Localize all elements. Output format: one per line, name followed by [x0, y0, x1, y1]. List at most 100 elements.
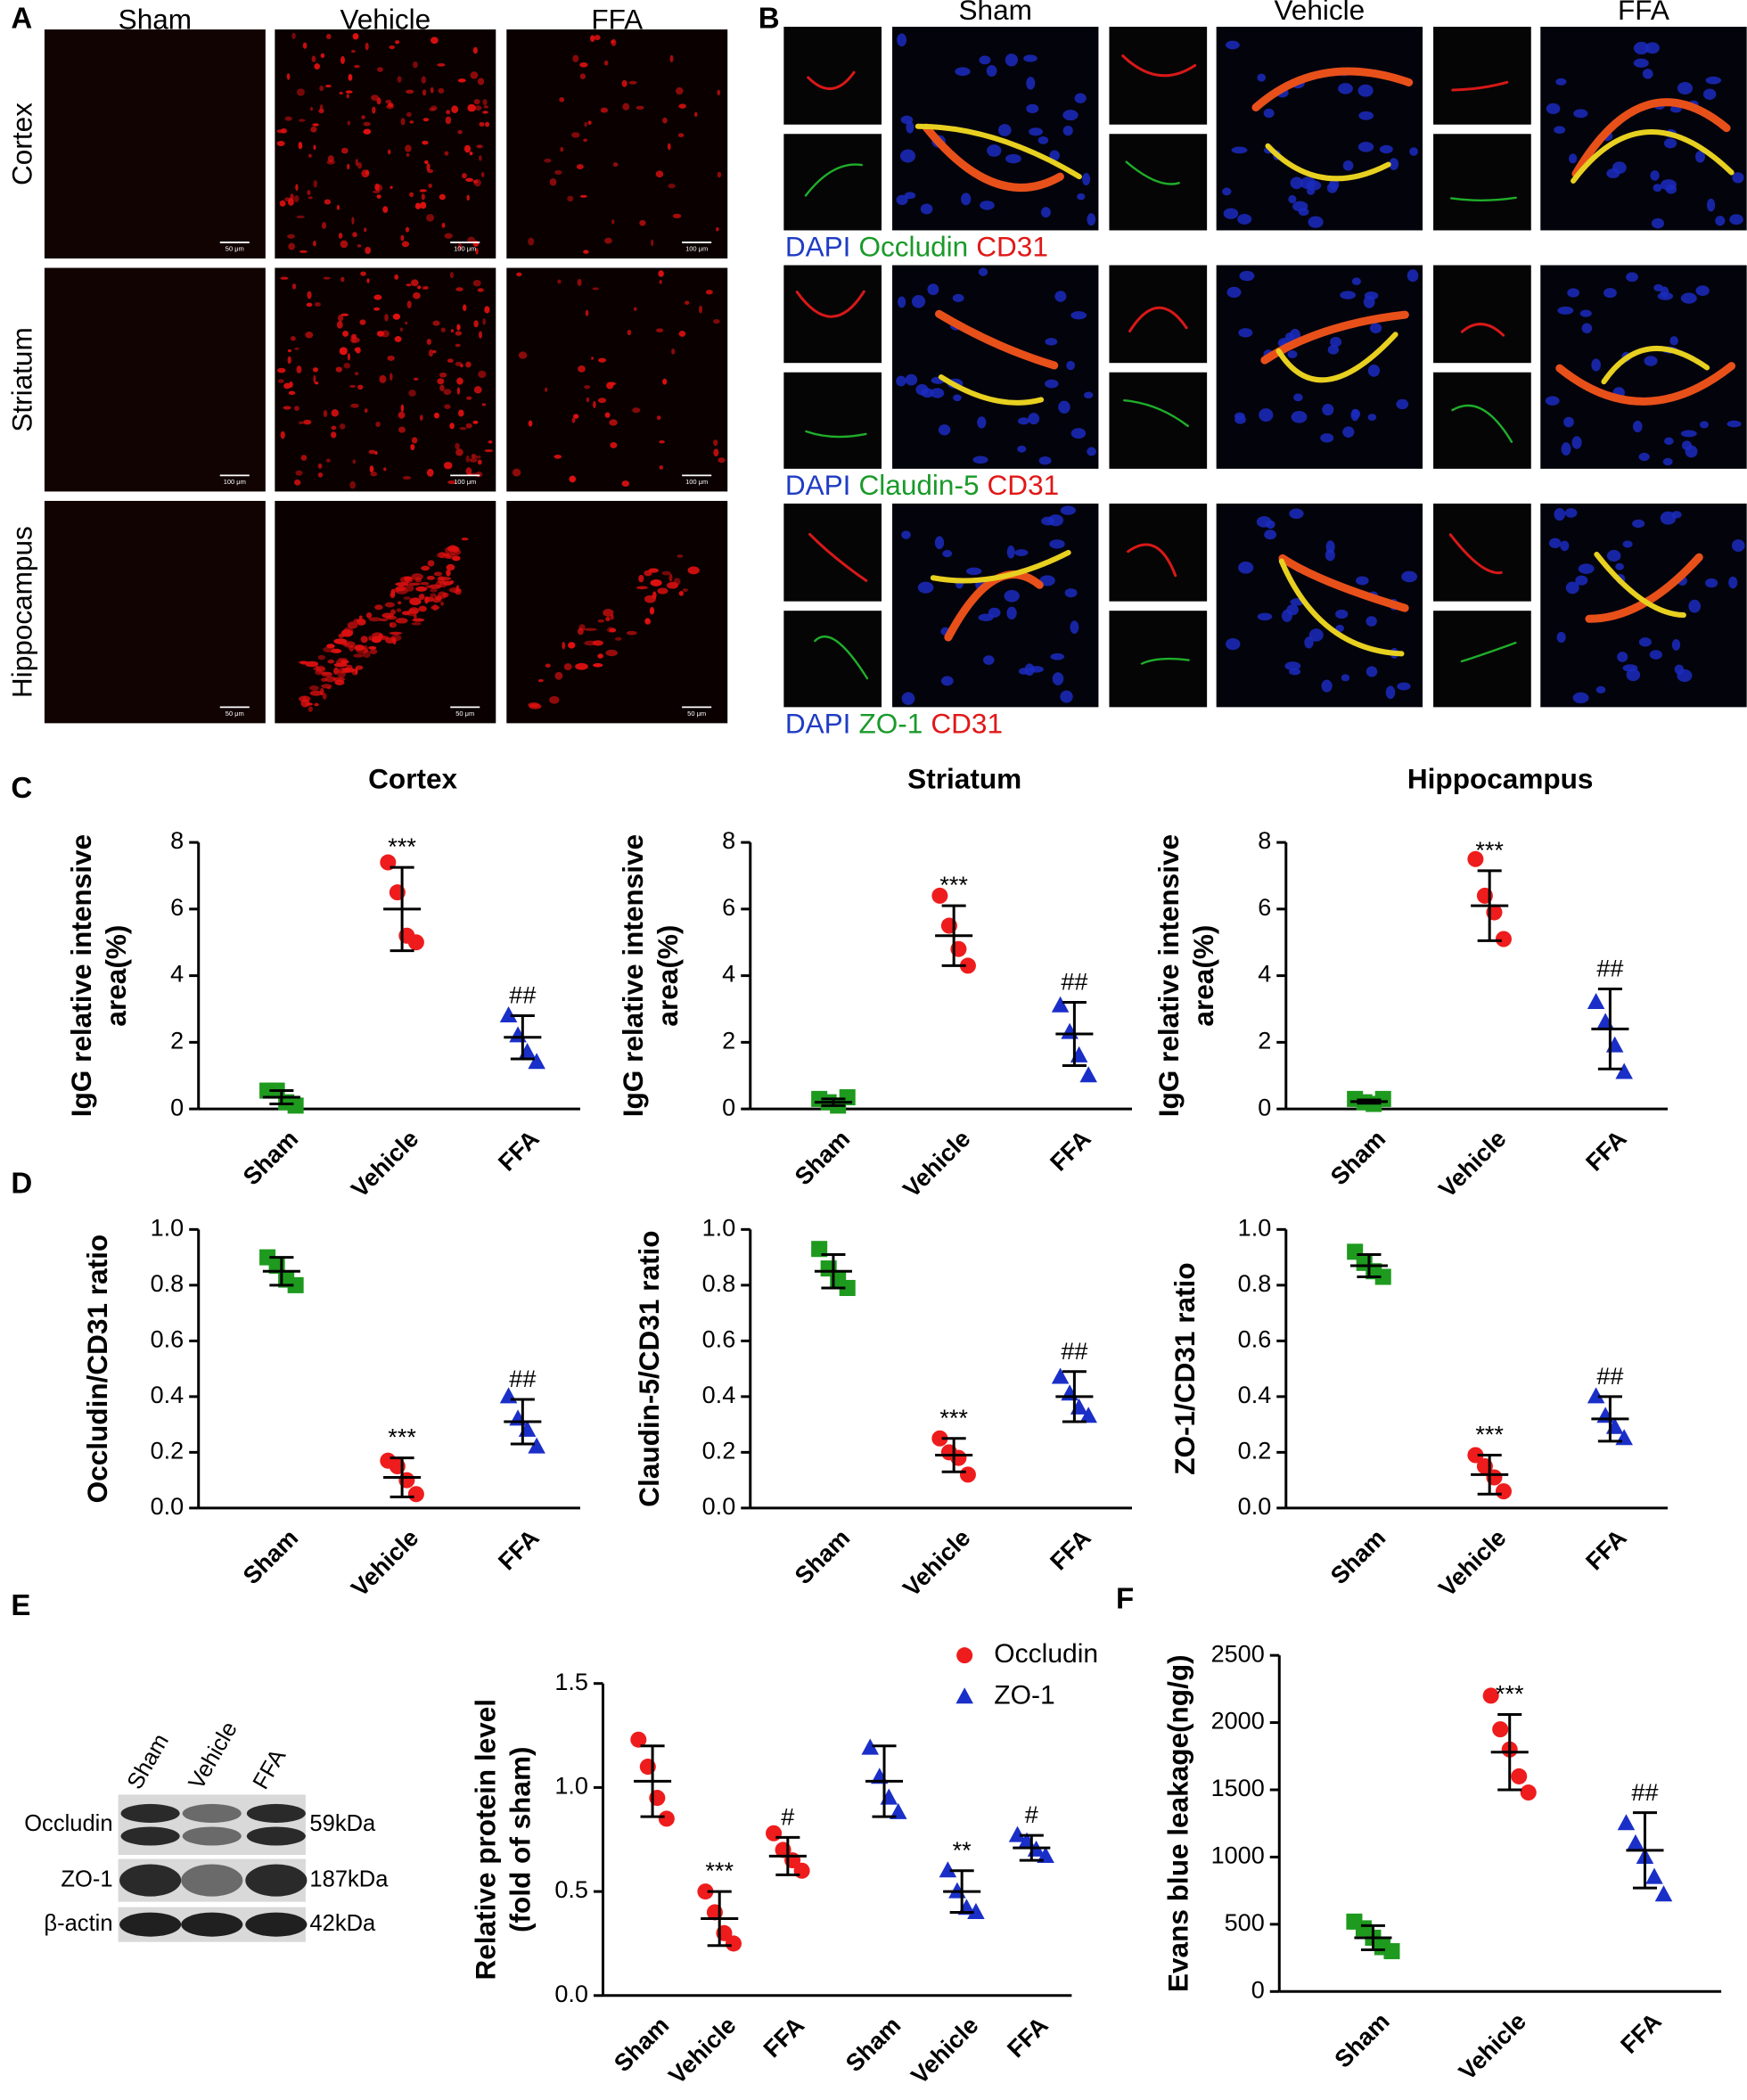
nucleus — [1664, 437, 1674, 446]
band — [182, 1826, 242, 1846]
vessel — [1451, 404, 1513, 443]
x-tick-label: Sham — [1329, 2007, 1394, 2072]
stain-spot — [475, 472, 483, 478]
nucleus — [1060, 690, 1073, 703]
stain-spot — [411, 437, 418, 444]
stain-spot — [571, 132, 580, 138]
nucleus — [934, 536, 945, 550]
stain-spot — [373, 307, 381, 311]
stain-spot — [287, 356, 291, 365]
stain-spot — [465, 177, 474, 182]
vessel — [805, 430, 867, 439]
stain-spot — [427, 560, 435, 567]
stain-spot — [479, 331, 482, 339]
x-tick-label: Sham — [238, 1125, 303, 1190]
micrograph — [783, 503, 882, 602]
stain-spot — [405, 144, 412, 152]
y-tick-label: 0.5 — [554, 1876, 588, 1903]
stain-spot — [343, 641, 356, 648]
stain-spot — [426, 468, 434, 477]
stain-spot — [354, 372, 359, 376]
nucleus — [1548, 537, 1562, 549]
stain-spot — [430, 86, 434, 94]
stain-spot — [484, 306, 490, 314]
data-point — [509, 1026, 527, 1043]
stain-spot — [456, 387, 461, 395]
stain-spot — [294, 479, 301, 486]
stain-spot — [439, 552, 446, 559]
significance: *** — [1496, 1681, 1524, 1708]
stain-spot — [395, 40, 400, 45]
vessel — [804, 163, 864, 197]
nucleus — [1087, 213, 1096, 226]
stain-spot — [667, 143, 671, 151]
band — [182, 1803, 242, 1823]
vessel — [1601, 346, 1710, 385]
stain-spot — [591, 357, 595, 360]
nucleus — [1226, 286, 1242, 298]
nucleus — [1573, 109, 1588, 119]
band — [119, 1912, 182, 1937]
stain-name: DAPI — [785, 231, 851, 263]
nucleus — [1070, 620, 1079, 635]
stain-spot — [368, 617, 381, 622]
nucleus — [1357, 142, 1374, 152]
nucleus — [920, 203, 933, 215]
stain-spot — [440, 601, 444, 606]
significance: ## — [1631, 1779, 1658, 1806]
band — [245, 1864, 308, 1897]
nucleus — [1565, 581, 1579, 595]
stain-spot — [718, 457, 726, 463]
stain-spot — [605, 649, 618, 657]
stain-spot — [314, 301, 321, 308]
stain-spot — [479, 155, 482, 161]
nucleus — [1396, 398, 1409, 410]
stain-spot — [586, 397, 590, 403]
stain-spot — [614, 636, 622, 641]
stain-spot — [313, 179, 317, 188]
stain-spot — [368, 645, 377, 650]
stain-spot — [413, 377, 419, 381]
stain-spot — [284, 116, 292, 121]
x-tick-label: Vehicle — [1433, 1125, 1511, 1202]
stain-spot — [687, 566, 700, 575]
stain-spot — [385, 99, 392, 104]
stain-spot — [331, 431, 337, 439]
stain-spot — [405, 226, 410, 233]
nucleus — [1338, 83, 1353, 94]
stain-spot — [390, 373, 393, 381]
stain-spot — [446, 563, 455, 571]
stain-spot — [308, 685, 319, 691]
stain-spot — [426, 338, 431, 345]
scale-bar-label: 100 μm — [685, 244, 708, 252]
nucleus — [1238, 328, 1253, 338]
stain-spot — [713, 319, 720, 324]
stain-spot — [462, 173, 467, 179]
nucleus — [1054, 291, 1067, 302]
stain-spot — [559, 97, 565, 103]
data-point — [1061, 1384, 1079, 1401]
significance: ## — [1596, 956, 1623, 982]
y-tick-label: 4 — [722, 961, 735, 988]
y-axis-label: area(%) — [652, 925, 684, 1027]
nucleus — [1064, 588, 1078, 598]
y-tick-label: 2 — [722, 1028, 735, 1054]
stain-spot — [636, 105, 644, 110]
y-tick-label: 2500 — [1211, 1640, 1265, 1667]
nucleus — [1366, 666, 1378, 677]
nucleus — [1052, 672, 1064, 685]
nucleus — [1363, 295, 1375, 308]
nucleus — [899, 149, 916, 163]
y-tick-label: 0 — [1258, 1094, 1271, 1120]
chart-title: Striatum — [907, 762, 1021, 794]
nucleus — [961, 193, 972, 206]
stain-spot — [310, 126, 317, 133]
stain-spot — [455, 448, 463, 456]
vessel — [922, 123, 1064, 192]
stain-spot — [340, 276, 345, 283]
nucleus — [1017, 417, 1029, 425]
nucleus — [1070, 428, 1087, 439]
stain-spot — [384, 313, 389, 322]
nucleus — [1006, 546, 1015, 559]
nucleus — [1642, 69, 1653, 79]
